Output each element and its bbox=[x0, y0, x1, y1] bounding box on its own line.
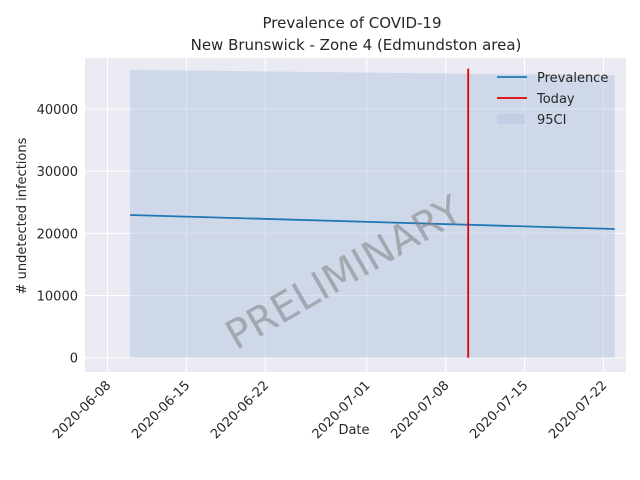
chart-title: Prevalence of COVID-19 bbox=[262, 14, 441, 32]
chart-subtitle: New Brunswick - Zone 4 (Edmundston area) bbox=[191, 36, 522, 54]
x-tick-label: 2020-06-22 bbox=[208, 378, 272, 442]
legend: Prevalence Today 95CI bbox=[497, 71, 608, 128]
confidence-band-layer bbox=[130, 69, 615, 358]
y-tick-label: 20000 bbox=[37, 227, 78, 242]
y-tick-label: 40000 bbox=[37, 103, 78, 118]
legend-label-today: Today bbox=[536, 92, 575, 107]
y-tick-label: 30000 bbox=[37, 165, 78, 180]
legend-swatch-95ci bbox=[497, 114, 525, 124]
grid-lines bbox=[85, 58, 626, 372]
x-tick-labels: 2020-06-08 2020-06-15 2020-06-22 2020-07-01… bbox=[50, 378, 610, 442]
plot-area bbox=[85, 58, 626, 372]
prevalence-line bbox=[130, 214, 615, 230]
x-tick-label: 2020-07-08 bbox=[388, 378, 452, 442]
legend-label-95ci: 95CI bbox=[537, 113, 566, 128]
prevalence-line-layer bbox=[130, 214, 615, 230]
confidence-band-95ci bbox=[130, 69, 615, 358]
x-axis-label: Date bbox=[338, 423, 369, 438]
y-tick-label: 10000 bbox=[37, 290, 78, 305]
y-axis-label: # undetected infections bbox=[15, 137, 30, 294]
x-tick-label: 2020-06-15 bbox=[129, 378, 193, 442]
y-tick-labels: 0 10000 20000 30000 40000 bbox=[37, 103, 78, 367]
x-tick-label: 2020-06-08 bbox=[50, 378, 114, 442]
x-tick-label: 2020-07-22 bbox=[546, 378, 610, 442]
legend-label-prevalence: Prevalence bbox=[537, 71, 608, 86]
x-tick-label: 2020-07-15 bbox=[467, 378, 531, 442]
y-tick-label: 0 bbox=[70, 352, 78, 367]
